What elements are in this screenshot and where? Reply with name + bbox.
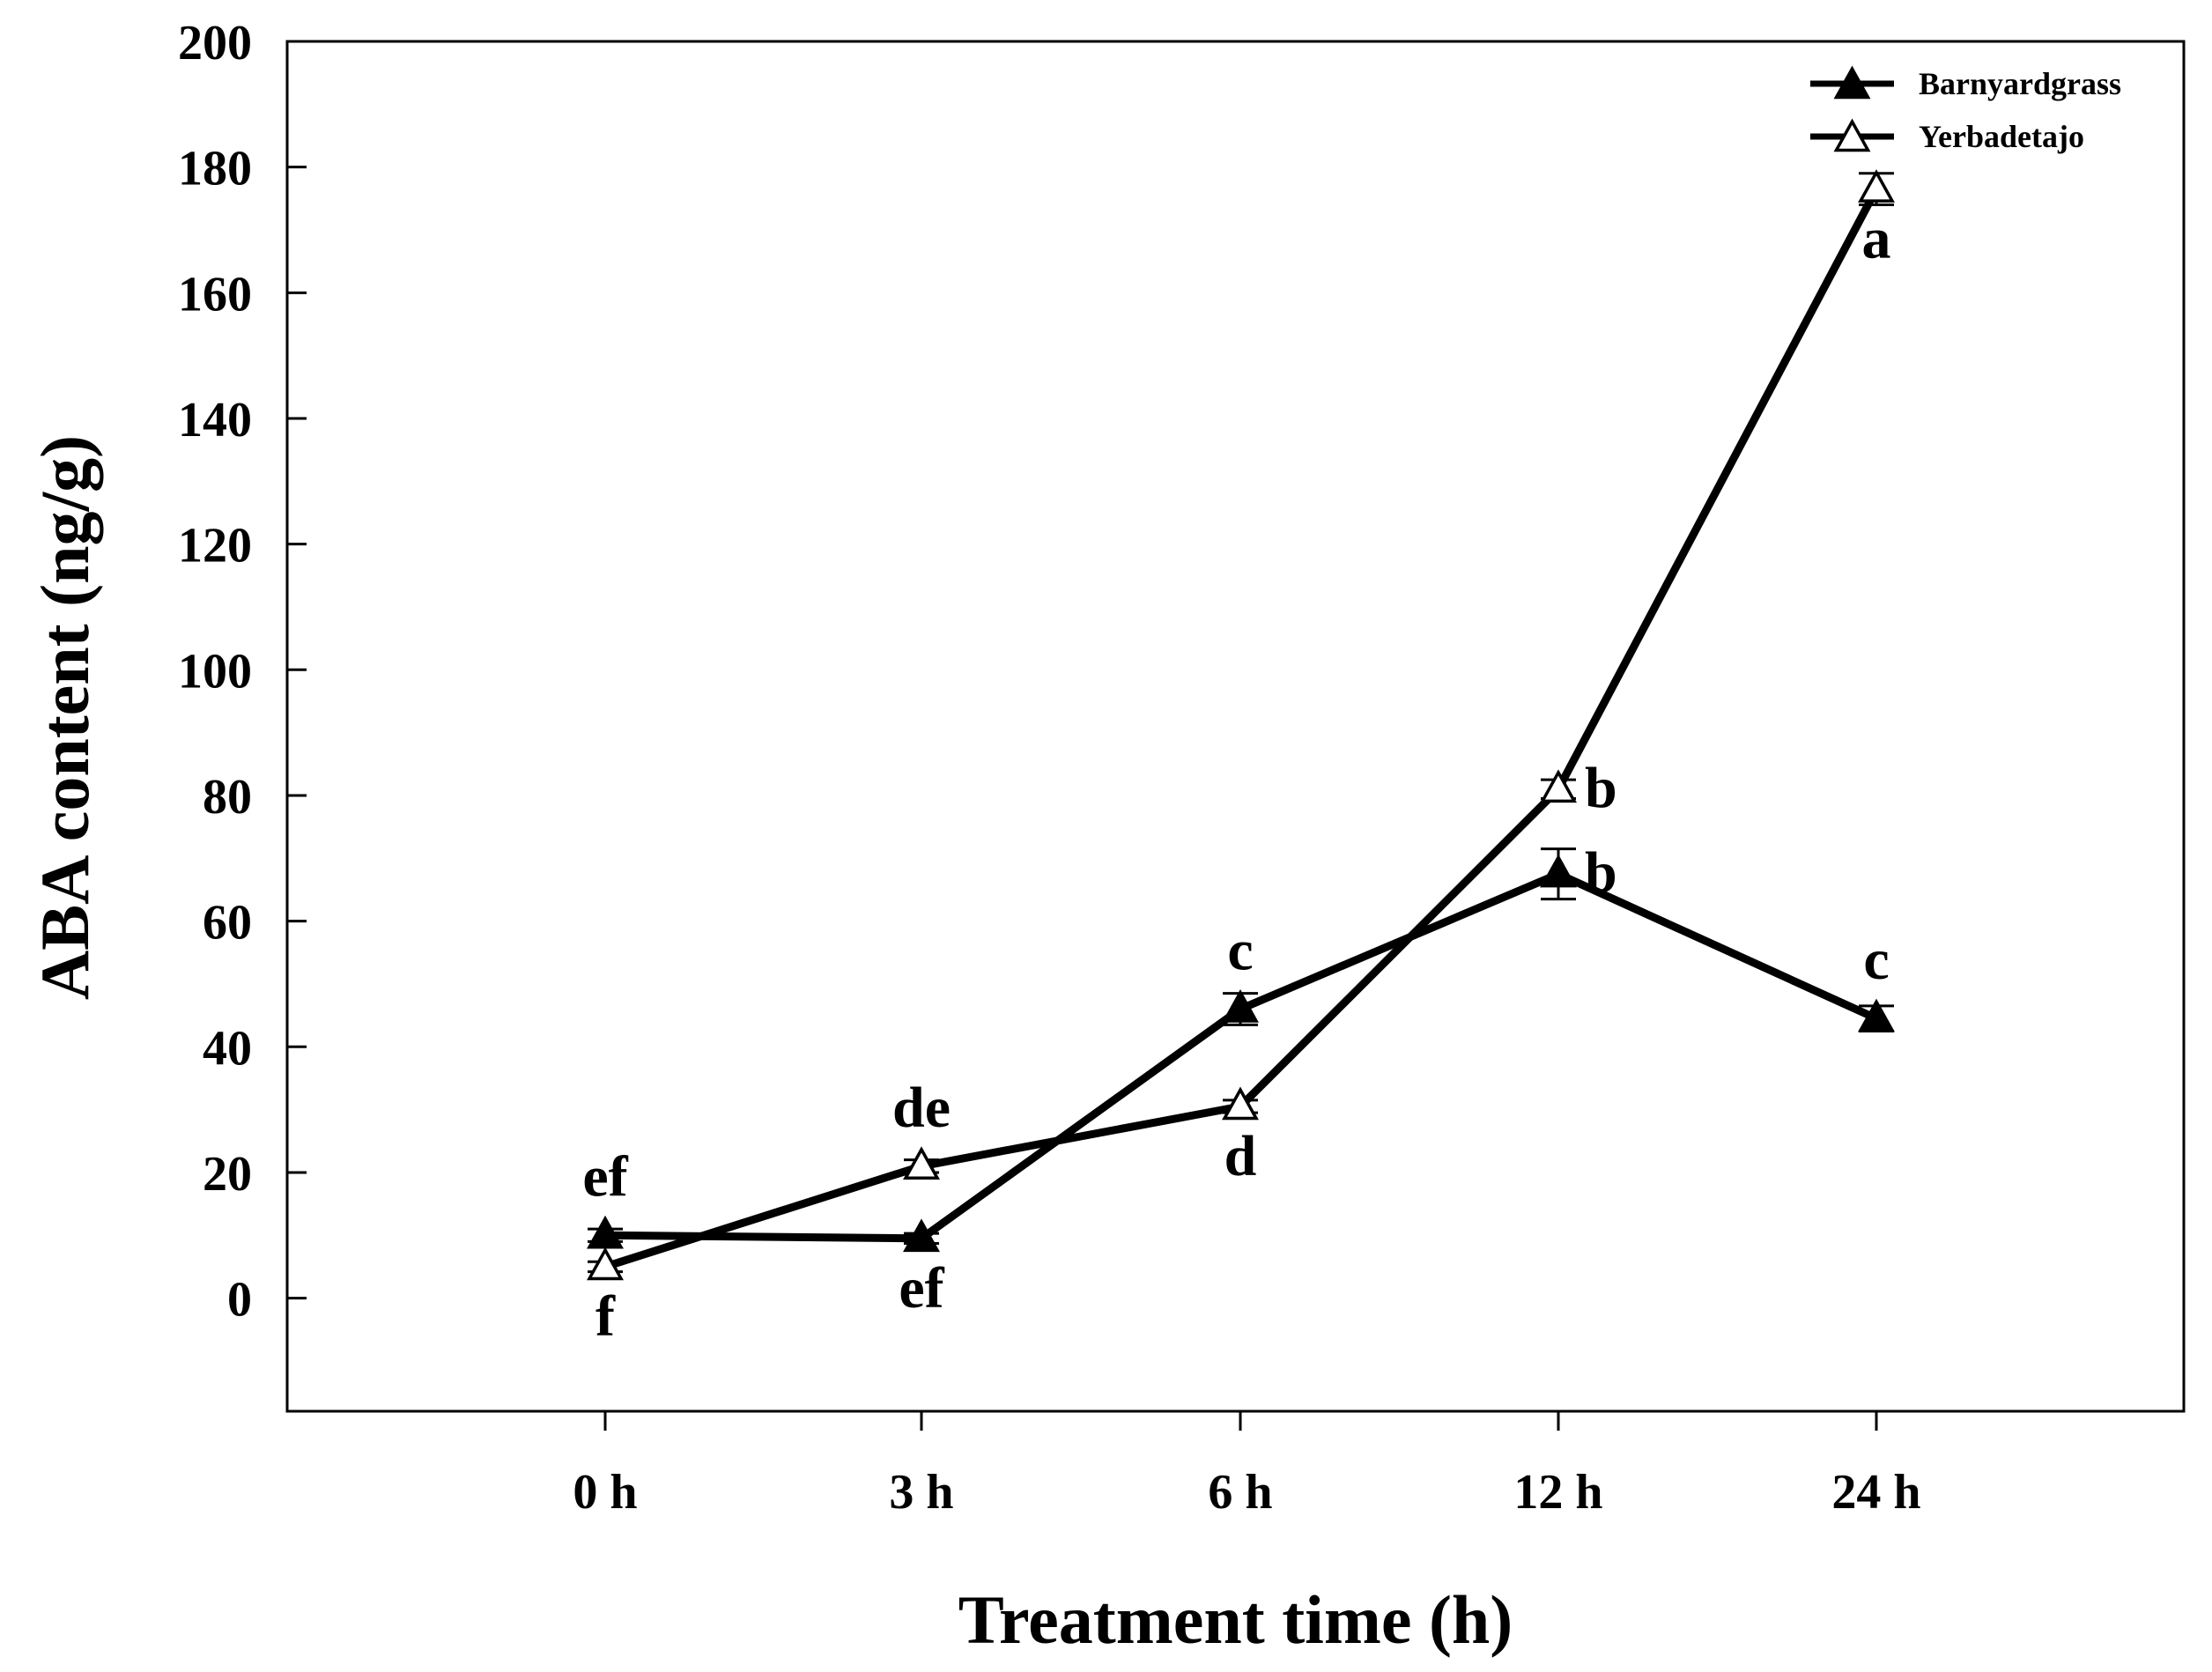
legend-marker-barnyardgrass — [1833, 65, 1871, 100]
y-tick-label: 0 — [227, 1273, 252, 1328]
x-tick-label: 24 h — [1831, 1465, 1920, 1520]
plot-frame — [285, 40, 2186, 1413]
y-tick-label: 20 — [203, 1147, 252, 1202]
legend-label-barnyardgrass: Barnyardgrass — [1919, 66, 2121, 101]
yerbadetajo-data-point — [903, 1146, 940, 1180]
y-tick-label: 60 — [203, 896, 252, 951]
barnyardgrass-data-point — [1858, 998, 1895, 1032]
yerbadetajo-significance-label: a — [1862, 207, 1891, 271]
y-tick-label: 180 — [178, 142, 252, 196]
y-tick-label: 160 — [178, 267, 252, 322]
yerbadetajo-data-point — [1540, 769, 1577, 803]
x-tick-label: 6 h — [1208, 1465, 1272, 1520]
y-tick-label: 100 — [178, 644, 252, 699]
x-tick-label: 0 h — [573, 1465, 637, 1520]
yerbadetajo-significance-label: b — [1585, 756, 1617, 820]
x-tick-label: 12 h — [1513, 1465, 1602, 1520]
yerbadetajo-significance-label: f — [596, 1284, 616, 1349]
barnyardgrass-significance-label: ef — [899, 1256, 944, 1321]
y-tick-label: 40 — [203, 1021, 252, 1076]
y-axis-title: ABA content (ng/g) — [26, 435, 103, 1000]
yerbadetajo-data-point — [1858, 169, 1895, 203]
barnyardgrass-significance-label: c — [1863, 928, 1889, 992]
legend-marker-yerbadetajo — [1833, 118, 1871, 152]
barnyardgrass-data-point — [903, 1218, 940, 1253]
yerbadetajo-significance-label: de — [892, 1076, 951, 1140]
barnyardgrass-significance-label: b — [1585, 840, 1617, 905]
x-axis-title: Treatment time (h) — [958, 1581, 1513, 1658]
yerbadetajo-significance-label: d — [1224, 1124, 1257, 1188]
y-tick-label: 200 — [178, 16, 252, 70]
barnyardgrass-significance-label: c — [1227, 918, 1253, 982]
y-tick-label: 120 — [178, 519, 252, 573]
yerbadetajo-data-point — [587, 1247, 624, 1281]
legend-label-yerbadetajo: Yerbadetajo — [1919, 119, 2084, 154]
barnyardgrass-data-point — [1222, 988, 1259, 1023]
yerbadetajo-data-point — [1222, 1086, 1259, 1121]
y-tick-label: 80 — [203, 770, 252, 825]
y-tick-label: 140 — [178, 393, 252, 448]
barnyardgrass-significance-label: ef — [582, 1144, 628, 1209]
x-tick-label: 3 h — [889, 1465, 953, 1520]
barnyardgrass-data-point — [1540, 854, 1577, 888]
